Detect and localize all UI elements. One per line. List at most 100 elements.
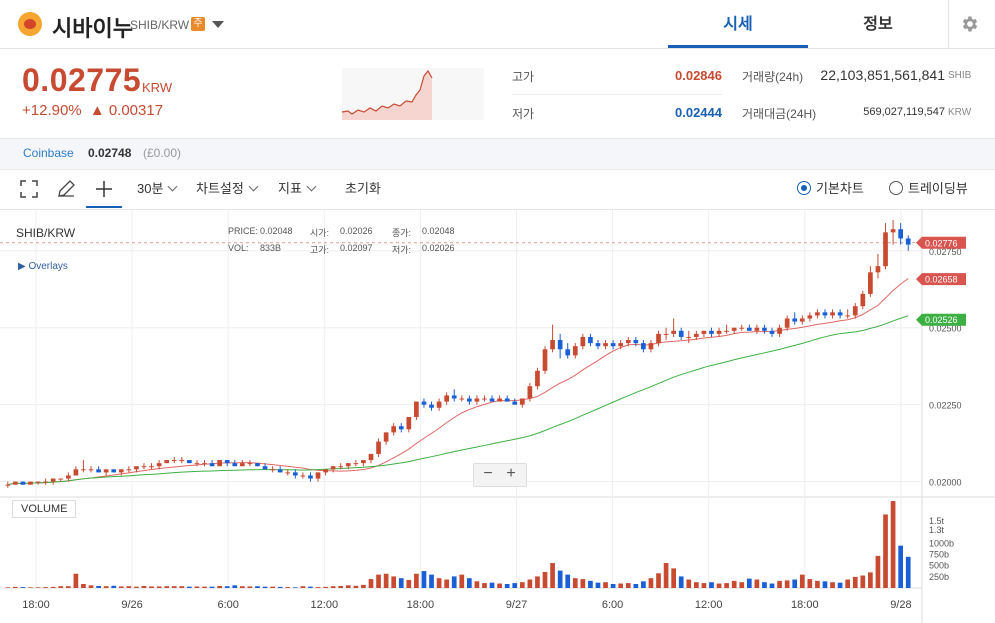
candle-body	[292, 472, 298, 476]
candle-body	[550, 340, 555, 350]
tradingview-radio[interactable]	[889, 181, 903, 195]
moving-average-short	[7, 278, 909, 486]
indicators-menu[interactable]: 지표	[278, 176, 317, 202]
price-tick-label: 0.02500	[929, 324, 962, 334]
candle-body	[557, 340, 563, 350]
caret-right-icon: ▶	[18, 261, 29, 272]
tab-info[interactable]: 정보	[863, 16, 893, 33]
volume-bar	[81, 583, 86, 588]
volume-bar	[277, 586, 283, 588]
candle-body	[414, 401, 419, 417]
candle-body	[625, 340, 631, 344]
volume-bar	[118, 586, 124, 588]
candle-body	[179, 460, 185, 462]
volume-bar	[308, 586, 313, 588]
time-tick-label: 9/26	[121, 599, 142, 611]
volume-bar	[641, 581, 646, 588]
volume-bar	[292, 587, 298, 588]
volume-bar	[103, 586, 109, 588]
candle-body	[383, 432, 389, 442]
candle-body	[762, 327, 767, 331]
candle-body	[88, 469, 94, 471]
volume-bar	[50, 586, 56, 588]
ohlc-high-value: 0.02097	[340, 243, 373, 253]
interval-select[interactable]: 30분	[137, 176, 178, 202]
volume-bar	[482, 583, 487, 588]
candle-body	[482, 398, 487, 400]
zoom-in-button[interactable]: +	[506, 465, 516, 482]
coin-select-caret-icon[interactable]	[212, 21, 224, 28]
volume-bar	[194, 586, 200, 588]
coinbase-label[interactable]: Coinbase	[23, 146, 74, 160]
candle-body	[118, 469, 124, 473]
candle-body	[459, 398, 465, 400]
volume-bar	[398, 578, 404, 588]
candle-body	[519, 398, 525, 405]
candle-body	[330, 466, 336, 470]
candle-body	[353, 463, 359, 465]
high-value: 0.02846	[675, 68, 722, 83]
volume-bar	[565, 574, 571, 588]
ohlc-open-label: 시가:	[310, 228, 330, 238]
price-change: +12.90% ▲ 0.00317	[22, 102, 163, 119]
fullscreen-icon[interactable]	[20, 180, 38, 198]
volume-bar	[247, 586, 253, 588]
time-tick-label: 18:00	[22, 599, 50, 611]
candlestick-chart[interactable]: 0.02750 0.02500 0.02250 0.02000 1.5t 1.3t 1000…	[0, 210, 995, 623]
chart-canvas[interactable]: 0.02750 0.02500 0.02250 0.02000 1.5t1.3t 1000…	[0, 210, 995, 623]
reset-button[interactable]: 초기화	[345, 181, 381, 196]
tab-quote[interactable]: 시세	[668, 0, 808, 48]
volume-bar	[217, 585, 222, 588]
candle-body	[898, 229, 903, 239]
chart-settings-label: 차트설정	[196, 181, 244, 196]
header-divider	[948, 0, 949, 48]
volume-bar	[898, 545, 903, 588]
candle-body	[126, 469, 132, 471]
tradingview-label[interactable]: 트레이딩뷰	[908, 181, 968, 196]
candle-body	[784, 318, 790, 328]
volume-bar	[436, 578, 442, 588]
candle-body	[436, 401, 442, 408]
volume-bar	[361, 584, 366, 588]
candle-body	[656, 333, 661, 344]
candle-body	[73, 469, 79, 476]
volume-bar	[141, 585, 147, 588]
volume-bar	[156, 586, 162, 588]
candle-body	[255, 463, 260, 467]
candle-body	[103, 469, 109, 473]
shiba-logo-icon	[18, 12, 42, 36]
volume-bar	[572, 578, 578, 588]
ohlc-low-value: 0.02026	[422, 243, 455, 253]
candle-body	[572, 346, 578, 356]
gear-icon[interactable]	[960, 14, 980, 34]
top-header	[0, 0, 995, 49]
overlays-toggle[interactable]: ▶ Overlays	[18, 261, 68, 272]
candle-body	[323, 469, 328, 473]
volume-bar	[845, 579, 851, 588]
basic-chart-label[interactable]: 기본차트	[816, 181, 864, 196]
chart-settings-menu[interactable]: 차트설정	[196, 176, 259, 202]
candle-body	[467, 398, 472, 402]
candle-body	[890, 229, 896, 233]
candle-body	[595, 343, 601, 347]
volume-bar	[618, 583, 624, 588]
candle-body	[663, 333, 669, 335]
candle-body	[731, 327, 737, 331]
candle-body	[799, 318, 805, 322]
volume-pane-label: VOLUME	[12, 500, 77, 518]
candle-body	[96, 469, 101, 473]
candle-body	[489, 398, 495, 402]
volume-bar	[671, 568, 676, 588]
pencil-icon[interactable]	[56, 179, 76, 199]
time-tick-label: 12:00	[311, 599, 339, 611]
volume-bar	[905, 556, 911, 588]
candle-body	[391, 426, 397, 433]
candle-body	[451, 395, 457, 399]
volume-bar	[255, 586, 260, 588]
crosshair-tool-button[interactable]	[86, 178, 122, 208]
zoom-out-button[interactable]: −	[483, 465, 493, 482]
volume-bar	[171, 586, 177, 588]
volume-bar	[663, 563, 669, 588]
basic-chart-radio[interactable]	[797, 181, 811, 195]
candle-body	[603, 343, 608, 347]
